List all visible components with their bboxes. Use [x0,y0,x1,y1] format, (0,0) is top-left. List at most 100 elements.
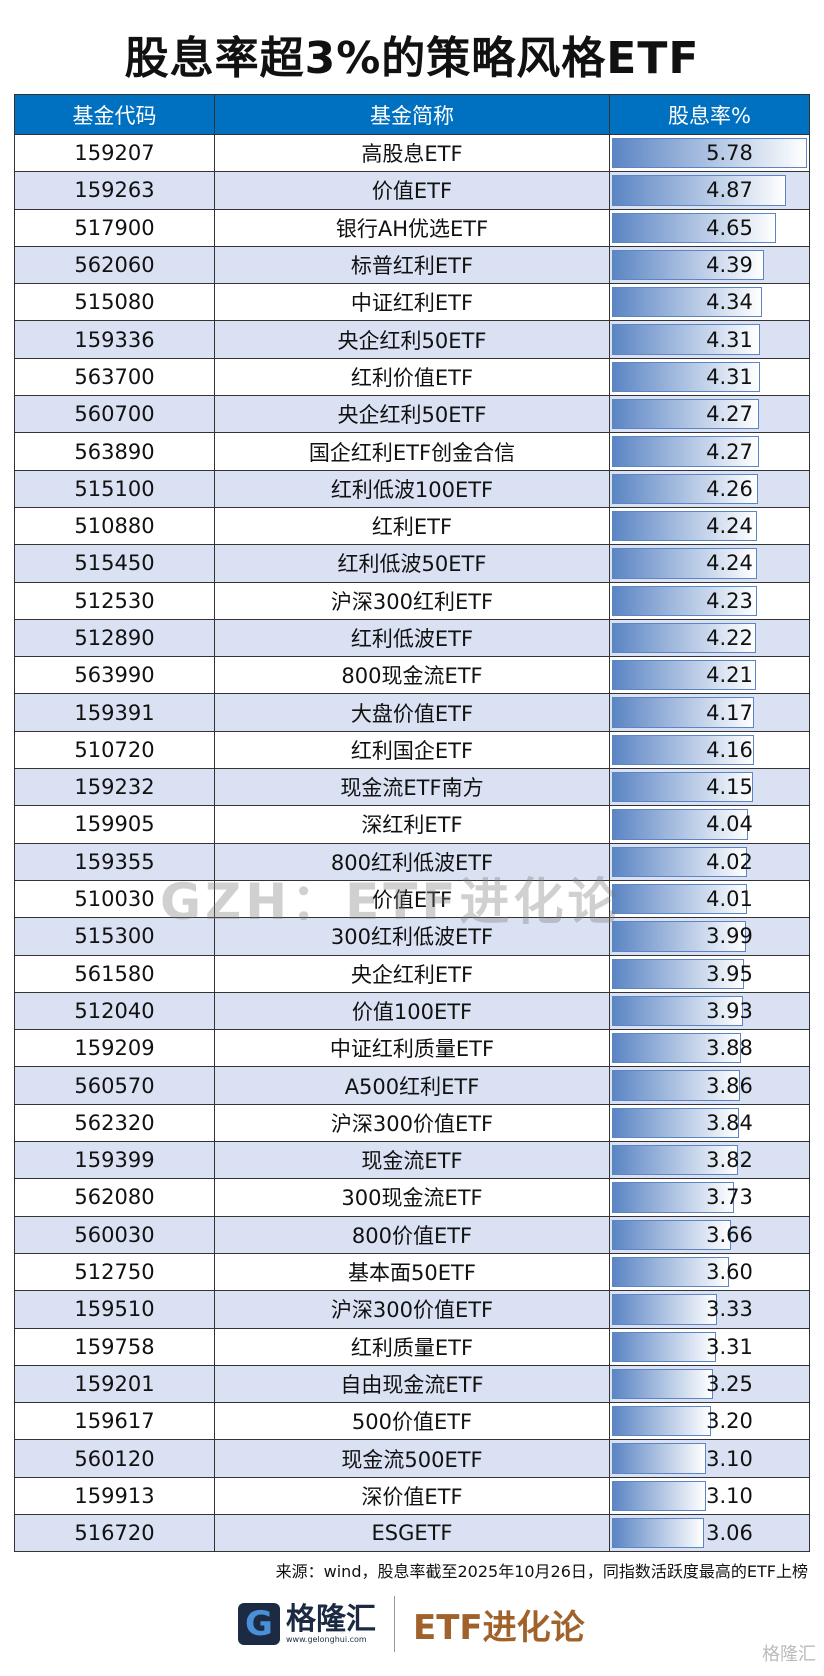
dividend-yield-cell: 4.39 [609,245,810,285]
table-row: 159617 500价值ETF 3.20 [14,1402,810,1441]
table-row: 512530 沪深300红利ETF 4.23 [14,581,810,620]
yield-value: 3.20 [706,1409,753,1434]
yield-bar [612,1070,741,1101]
dividend-yield-cell: 3.95 [609,954,810,993]
fund-name: 基本面50ETF [214,1252,610,1292]
yield-bar [612,1145,739,1176]
fund-name: 沪深300价值ETF [214,1290,610,1329]
fund-code: 563890 [14,432,215,471]
yield-value: 3.10 [706,1483,753,1508]
yield-value: 4.24 [706,551,753,576]
fund-code: 560120 [14,1439,215,1478]
yield-bar [612,1294,717,1325]
table-row: 510720 红利国企ETF 4.16 [14,730,810,770]
table-row: 159905 深红利ETF 4.04 [14,805,810,844]
fund-name: 红利低波50ETF [214,544,610,583]
yield-bar [612,585,757,616]
table-row: 159232 现金流ETF南方 4.15 [14,768,810,807]
yield-value: 4.16 [706,737,753,762]
dividend-yield-cell: 4.26 [609,469,810,508]
dividend-yield-cell: 3.82 [609,1141,810,1180]
fund-code: 512040 [14,991,215,1031]
yield-value: 4.31 [706,327,753,352]
yield-bar [612,361,761,393]
yield-value: 4.21 [706,663,753,688]
yield-bar [612,1033,742,1064]
fund-code: 159913 [14,1476,215,1515]
fund-code: 512530 [14,581,215,620]
dividend-yield-cell: 4.23 [609,581,810,620]
yield-value: 3.99 [706,924,753,949]
fund-code: 561580 [14,954,215,993]
yield-bar [612,399,759,430]
yield-bar [612,921,747,952]
yield-bar [612,1182,735,1213]
fund-code: 516720 [14,1513,215,1553]
dividend-yield-cell: 4.24 [609,506,810,546]
table-row: 159336 央企红利50ETF 4.31 [14,320,810,359]
table-row: 560570 A500红利ETF 3.86 [14,1066,810,1105]
yield-bar [612,436,759,467]
table-row: 159207 高股息ETF 5.78 [14,133,810,173]
dividend-yield-cell: 3.93 [609,991,810,1031]
yield-bar [612,175,786,206]
header-rate: 股息率% [609,94,810,135]
fund-code: 159201 [14,1364,215,1404]
yield-value: 4.15 [706,775,753,800]
table-row: 515300 300红利低波ETF 3.99 [14,917,810,956]
fund-code: 159232 [14,768,215,807]
fund-code: 512750 [14,1252,215,1292]
etf-table: 基金代码 基金简称 股息率% 159207 高股息ETF 5.78 159263 … [14,94,810,1553]
table-row: 560120 现金流500ETF 3.10 [14,1439,810,1478]
fund-code: 159207 [14,133,215,173]
fund-code: 560030 [14,1215,215,1254]
dividend-yield-cell: 4.34 [609,283,810,322]
yield-bar [612,809,749,840]
fund-name: 现金流ETF [214,1141,610,1180]
fund-name: 高股息ETF [214,133,610,173]
yield-value: 4.39 [706,253,753,278]
yield-value: 4.65 [706,215,753,240]
fund-name: A500红利ETF [214,1066,610,1105]
table-header: 基金代码 基金简称 股息率% [14,94,810,135]
yield-bar [612,1368,713,1400]
yield-value: 3.66 [706,1222,753,1247]
dividend-yield-cell: 4.87 [609,171,810,210]
table-row: 562060 标普红利ETF 4.39 [14,245,810,285]
yield-bar [612,772,754,803]
table-row: 562320 沪深300价值ETF 3.84 [14,1103,810,1143]
yield-bar [612,1331,716,1362]
fund-name: 红利国企ETF [214,730,610,770]
fund-code: 510030 [14,879,215,919]
yield-bar [612,958,745,989]
fund-code: 515450 [14,544,215,583]
table-row: 512750 基本面50ETF 3.60 [14,1252,810,1292]
dividend-yield-cell: 3.60 [609,1252,810,1292]
yield-bar [612,883,747,915]
dividend-yield-cell: 4.24 [609,544,810,583]
dividend-yield-cell: 3.33 [609,1290,810,1329]
fund-code: 510720 [14,730,215,770]
yield-value: 3.25 [706,1371,753,1396]
dividend-yield-cell: 4.15 [609,768,810,807]
fund-name: 价值ETF [214,171,610,210]
yield-bar [612,660,756,691]
yield-value: 4.31 [706,364,753,389]
yield-value: 3.06 [706,1521,753,1546]
fund-name: 800现金流ETF [214,656,610,695]
fund-name: 800红利低波ETF [214,842,610,881]
page-title: 股息率超3%的策略风格ETF [124,33,700,84]
fund-code: 517900 [14,208,215,247]
yield-bar [612,846,748,877]
table-row: 515100 红利低波100ETF 4.26 [14,469,810,508]
fund-name: 深价值ETF [214,1476,610,1515]
yield-bar [612,995,744,1027]
dividend-yield-cell: 3.66 [609,1215,810,1254]
fund-code: 562060 [14,245,215,285]
fund-name: 央企红利50ETF [214,395,610,434]
yield-value: 4.24 [706,514,753,539]
fund-code: 159263 [14,171,215,210]
corner-watermark: 格隆汇 [762,1644,816,1665]
fund-name: 央企红利50ETF [214,320,610,359]
dividend-yield-cell: 5.78 [609,133,810,173]
